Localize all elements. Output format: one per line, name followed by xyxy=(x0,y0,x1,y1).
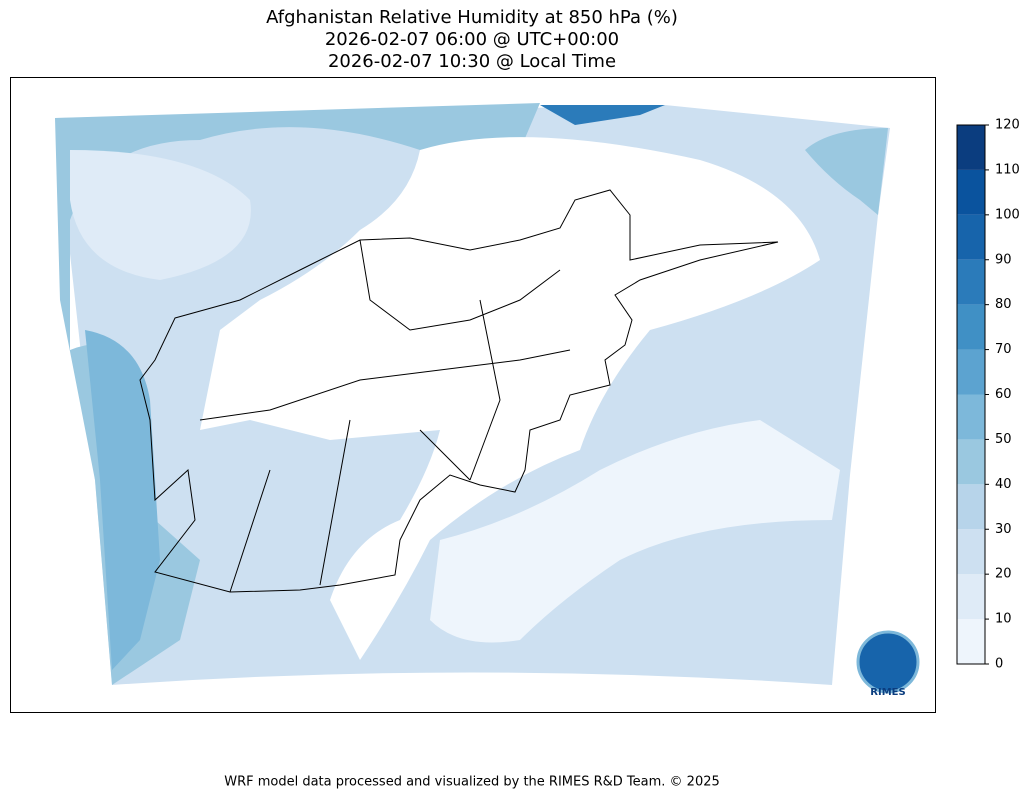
colorbar-segment xyxy=(957,259,985,305)
title-line: 2026-02-07 10:30 @ Local Time xyxy=(328,51,616,72)
title-line: 2026-02-07 06:00 @ UTC+00:00 xyxy=(325,29,619,50)
colorbar-tick-label: 10 xyxy=(995,612,1012,627)
colorbar-tick-label: 20 xyxy=(995,567,1012,582)
colorbar-segment xyxy=(957,619,985,664)
colorbar-segment xyxy=(957,214,985,260)
colorbar-tick-label: 0 xyxy=(995,657,1003,672)
colorbar-tick-label: 70 xyxy=(995,342,1012,357)
colorbar-tick-label: 50 xyxy=(995,432,1012,447)
country-border xyxy=(139,189,779,593)
colorbar-segment xyxy=(957,304,985,350)
logo: RIMES xyxy=(856,630,920,698)
colorbar-tick-label: 60 xyxy=(995,387,1012,402)
colorbar-segment xyxy=(957,169,985,215)
colorbar-segment xyxy=(957,484,985,530)
colorbar-tick-label: 80 xyxy=(995,297,1012,312)
humid-band xyxy=(805,128,888,215)
map: RIMES xyxy=(10,77,936,713)
humid-band xyxy=(55,103,540,685)
colorbar-tick-label: 100 xyxy=(995,207,1020,222)
colorbar-tick-label: 30 xyxy=(995,522,1012,537)
colorbar-segment xyxy=(957,574,985,620)
colorbar-tick-label: 120 xyxy=(995,118,1020,133)
colorbar-tick-label: 90 xyxy=(995,252,1012,267)
colorbar: 0 10 20 30 40 50 60 70 80 90 100 110 120 xyxy=(956,118,1020,672)
colorbar-tick-label: 110 xyxy=(995,162,1020,177)
colorbar-segment xyxy=(957,529,985,575)
title: Afghanistan Relative Humidity at 850 hPa… xyxy=(266,7,678,72)
logo-label: RIMES xyxy=(870,687,905,698)
humid-band xyxy=(85,330,160,670)
colorbar-segment xyxy=(957,349,985,395)
colorbar-segment xyxy=(957,439,985,485)
colorbar-segment xyxy=(957,394,985,440)
title-line: Afghanistan Relative Humidity at 850 hPa… xyxy=(266,7,678,28)
dry-area xyxy=(200,137,820,661)
dry-area xyxy=(430,420,840,643)
footer: WRF model data processed and visualized … xyxy=(224,775,720,790)
dry-area xyxy=(70,150,251,280)
logo-emblem xyxy=(856,630,920,694)
colorbar-tick-label: 40 xyxy=(995,477,1012,492)
humid-band xyxy=(540,105,665,125)
province-border xyxy=(199,239,571,593)
colorbar-segment xyxy=(957,125,985,170)
